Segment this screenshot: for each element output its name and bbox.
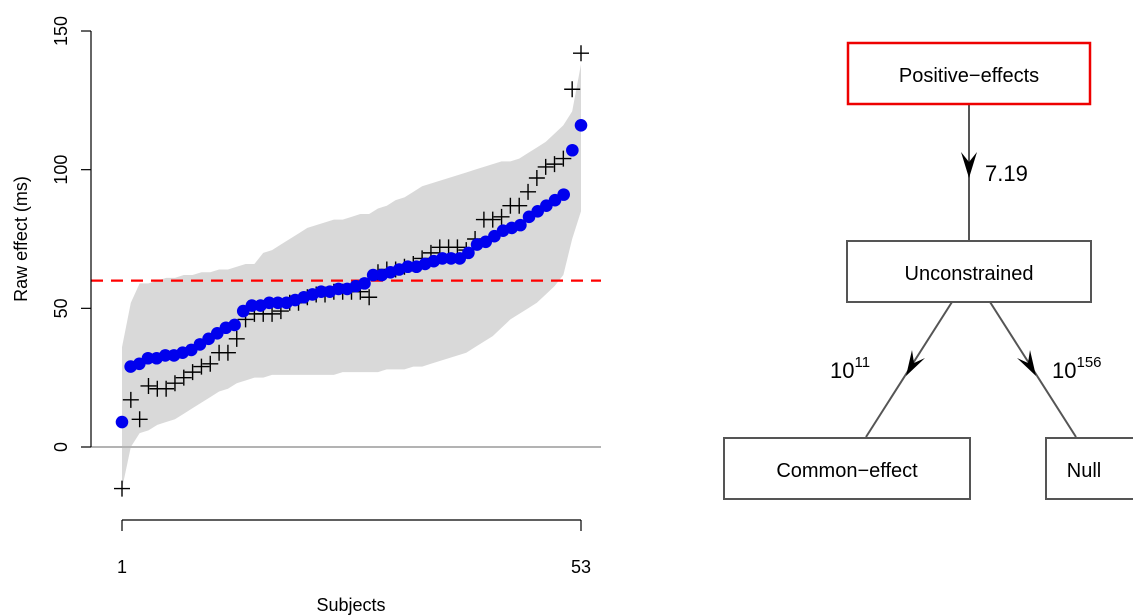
estimate-point [314, 285, 328, 298]
model-diagram: 7.19 1011 10156 Positive−effects Unconst… [723, 41, 1133, 500]
observed-point [264, 305, 281, 322]
x-tick-label: 53 [571, 557, 591, 577]
estimate-point [245, 299, 259, 312]
estimate-point [514, 218, 527, 232]
scatter-chart: 0 50 100 150 Raw effect (ms) 1 53 Subjects [11, 16, 601, 615]
estimate-point [228, 318, 241, 332]
node-label: Null [1067, 460, 1101, 482]
estimate-point [141, 351, 155, 365]
observed-point [166, 375, 183, 392]
x-axis-title: Subjects [316, 595, 385, 615]
observed-point [122, 391, 139, 408]
estimate-point [444, 252, 458, 265]
estimate-point [574, 118, 588, 132]
node-common-effect: Common−effect [723, 437, 971, 500]
estimate-point [358, 277, 371, 290]
edge-arrow-icon [1017, 350, 1036, 376]
observed-point [158, 380, 175, 397]
node-label: Common−effect [776, 460, 918, 482]
edge-label-exponent: 11 [854, 354, 870, 371]
observed-point [484, 211, 501, 228]
estimate-point [366, 268, 380, 282]
estimate-point [401, 260, 415, 274]
observed-point [361, 289, 378, 306]
observed-point [511, 197, 528, 214]
edge-label-unconstrained-common: 1011 [830, 354, 870, 383]
observed-point [555, 150, 572, 167]
observed-point [114, 480, 130, 497]
x-tick-label: 1 [117, 557, 127, 577]
node-unconstrained: Unconstrained [846, 240, 1092, 303]
edge-label-base: 10 [1052, 358, 1076, 383]
y-tick-label: 50 [51, 298, 71, 318]
y-axis: 0 50 100 150 Raw effect (ms) [11, 16, 92, 452]
node-null: Null [1045, 437, 1133, 500]
observed-point [184, 364, 201, 381]
observed-point [564, 81, 581, 98]
credible-band [122, 64, 581, 489]
edge-label-exponent: 156 [1076, 354, 1101, 371]
edge-arrow-icon [961, 152, 977, 178]
observed-point [537, 158, 554, 175]
observed-point [228, 330, 245, 347]
estimate-point [271, 296, 285, 310]
x-axis: 1 53 Subjects [117, 519, 591, 615]
estimate-point [557, 188, 570, 201]
observed-point [493, 208, 510, 225]
edge-label-unconstrained-null: 10156 [1052, 354, 1102, 383]
observed-point [140, 377, 157, 394]
observed-point [528, 169, 545, 186]
estimate-point [566, 143, 579, 157]
observed-point [193, 358, 210, 375]
node-positive-effects: Positive−effects [846, 41, 1092, 106]
estimate-point [436, 252, 449, 265]
observed-point [219, 344, 236, 361]
observed-point [520, 183, 537, 200]
node-label: Unconstrained [905, 263, 1034, 285]
estimated-effects-series [115, 118, 588, 429]
observed-point [175, 369, 192, 386]
observed-point [202, 355, 219, 372]
node-label: Positive−effects [899, 65, 1039, 87]
y-tick-label: 100 [51, 155, 71, 185]
estimate-point [332, 282, 345, 296]
observed-point [546, 156, 563, 173]
edge-label-base: 10 [830, 358, 854, 383]
y-tick-label: 0 [51, 442, 71, 452]
y-axis-title: Raw effect (ms) [11, 176, 31, 302]
estimate-point [462, 246, 475, 260]
y-tick-label: 150 [51, 16, 71, 46]
estimate-point [115, 415, 129, 429]
observed-point [573, 45, 589, 62]
observed-point [131, 411, 148, 428]
edge-label-positive-unconstrained: 7.19 [985, 161, 1028, 186]
edge-arrow-icon [906, 350, 925, 376]
estimate-point [159, 349, 172, 362]
estimate-point [262, 296, 276, 310]
